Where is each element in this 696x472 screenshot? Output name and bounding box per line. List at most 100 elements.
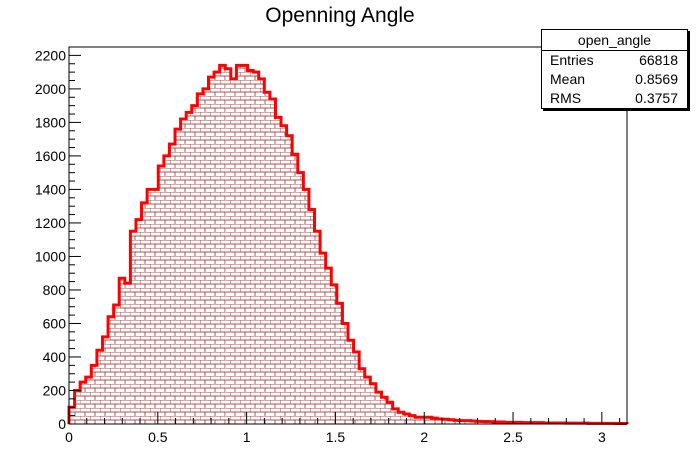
histogram-bin <box>297 172 304 424</box>
stats-rms-value: 0.3757 <box>635 90 678 106</box>
histogram-bin <box>398 412 404 424</box>
y-tick-label: 400 <box>43 349 67 365</box>
histogram-bin <box>197 93 203 424</box>
histogram-bin <box>191 105 198 425</box>
histogram-bin <box>108 316 114 424</box>
histogram-bin <box>465 420 471 424</box>
x-tick-label: 0.5 <box>148 429 168 445</box>
histogram-bin <box>225 68 231 424</box>
histogram-bin <box>124 283 131 424</box>
histogram-bin <box>414 417 421 424</box>
histogram-bin <box>119 278 125 424</box>
histogram-bin <box>186 112 192 424</box>
histogram-bin <box>258 78 265 424</box>
histogram-bin <box>325 268 332 424</box>
y-tick-label: 2000 <box>35 81 66 97</box>
x-tick-label: 1.5 <box>326 429 346 445</box>
histogram-bin <box>314 231 321 424</box>
histogram-bin <box>420 417 427 424</box>
y-tick-label: 200 <box>43 382 67 398</box>
stats-mean-label: Mean <box>550 71 586 87</box>
x-tick-label: 1 <box>243 429 251 445</box>
histogram-bin <box>230 78 237 424</box>
histogram-bin <box>331 284 337 424</box>
histogram-bin <box>214 72 220 424</box>
histogram-bin <box>454 420 460 424</box>
stats-entries-value: 66818 <box>639 52 678 68</box>
histogram-bin <box>180 119 187 424</box>
histogram-outline <box>67 63 629 425</box>
histogram-bin <box>141 202 148 424</box>
histogram-bin <box>264 92 270 425</box>
y-tick-label: 800 <box>43 282 67 298</box>
stats-mean-value: 0.8569 <box>635 71 678 87</box>
histogram-bin <box>80 382 86 424</box>
histogram-bin <box>241 65 248 424</box>
x-tick-label: 0 <box>65 429 73 445</box>
y-tick-label: 1200 <box>35 215 66 231</box>
histogram-bin <box>364 377 371 424</box>
stats-rms-label: RMS <box>550 90 582 106</box>
stats-rms-row: RMS 0.3757 <box>542 89 687 108</box>
stats-histogram-name: open_angle <box>542 30 687 51</box>
histogram-bin <box>292 154 298 425</box>
histogram-bin <box>387 402 393 424</box>
y-tick-label: 1800 <box>35 114 66 130</box>
histogram-bin <box>459 420 466 424</box>
y-tick-label: 0 <box>58 416 66 432</box>
stats-entries-row: Entries 66818 <box>542 51 687 70</box>
histogram-bin <box>303 189 309 424</box>
histogram-bin <box>219 65 226 424</box>
histogram-bin <box>370 383 376 424</box>
y-tick-label: 1600 <box>35 148 66 164</box>
histogram-bin <box>202 88 209 424</box>
histogram-bin <box>253 72 259 424</box>
histogram-bin <box>169 144 176 424</box>
histogram-bin <box>437 418 443 424</box>
histogram-bin <box>85 377 92 424</box>
chart-title: Openning Angle <box>265 4 415 27</box>
histogram-bin <box>375 392 382 424</box>
histogram-bin <box>91 365 97 424</box>
histogram-bin <box>275 117 282 424</box>
histogram-bin <box>281 125 287 425</box>
histogram-bin <box>74 390 81 424</box>
histogram-bin <box>431 418 438 424</box>
histogram-bin <box>152 189 159 424</box>
x-tick-label: 2 <box>420 429 428 445</box>
histogram-bin <box>147 189 153 424</box>
stats-box: open_angle Entries 66818 Mean 0.8569 RMS… <box>541 29 688 109</box>
histogram-bin <box>409 415 415 424</box>
histogram-bin <box>247 70 254 425</box>
x-tick-label: 2.5 <box>503 429 523 445</box>
histogram-bin <box>381 397 388 424</box>
x-tick-label: 3 <box>598 429 606 445</box>
histogram-bin <box>208 77 215 424</box>
y-tick-label: 1000 <box>35 248 66 264</box>
histogram-bin <box>113 305 120 424</box>
histogram-bin <box>236 65 242 424</box>
stats-entries-label: Entries <box>550 52 594 68</box>
y-tick-label: 1400 <box>35 181 66 197</box>
histogram-bin <box>96 350 103 424</box>
histogram-bin <box>320 253 326 424</box>
histogram-bin <box>308 209 315 424</box>
histogram-bin <box>359 368 365 424</box>
histogram-bin <box>158 165 164 424</box>
y-tick-label: 600 <box>43 315 67 331</box>
histogram-bin <box>442 419 449 424</box>
y-tick-label: 2200 <box>35 47 66 63</box>
histogram-bin <box>163 155 170 424</box>
histogram-bin <box>448 419 455 424</box>
histogram-bin <box>102 336 109 424</box>
histogram-bin <box>342 323 348 424</box>
histogram-bin <box>130 231 136 424</box>
histogram-bin <box>470 420 477 424</box>
axes: 0 0.5 1 1.5 2 2.5 3 0 200 400 600 800 1000 1200 1400 16… <box>35 46 621 445</box>
histogram-bin <box>269 98 276 424</box>
histogram-bin <box>175 129 181 424</box>
histogram-bin <box>336 303 343 424</box>
histogram-bin <box>135 219 142 424</box>
histogram-bin <box>392 408 399 424</box>
plot-frame <box>68 46 628 425</box>
